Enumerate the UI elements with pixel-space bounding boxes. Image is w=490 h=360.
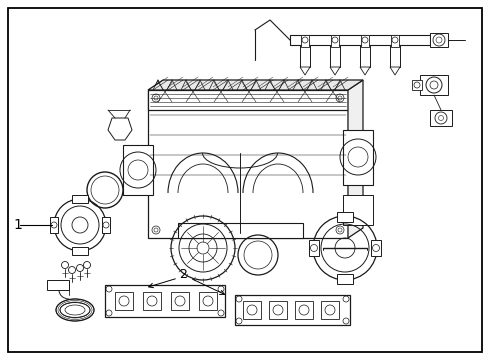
Bar	[50, 217, 58, 233]
Polygon shape	[223, 80, 233, 90]
Bar	[371, 240, 381, 256]
Bar	[360, 45, 370, 67]
Polygon shape	[181, 80, 191, 90]
Text: 1: 1	[13, 218, 22, 232]
Bar	[199, 292, 217, 310]
Polygon shape	[348, 80, 363, 238]
Polygon shape	[321, 80, 331, 90]
Bar	[148, 90, 348, 110]
Bar	[115, 292, 133, 310]
Bar	[72, 247, 88, 255]
Bar	[361, 35, 369, 47]
Bar	[295, 301, 313, 319]
Bar	[391, 35, 399, 47]
Bar	[269, 301, 287, 319]
Polygon shape	[148, 80, 363, 90]
Polygon shape	[335, 80, 345, 90]
Bar	[300, 45, 310, 67]
Bar	[143, 292, 161, 310]
Bar	[235, 295, 350, 325]
Bar	[309, 240, 319, 256]
Bar	[123, 145, 153, 195]
Bar	[343, 130, 373, 185]
Polygon shape	[265, 80, 275, 90]
Polygon shape	[360, 67, 370, 75]
Bar	[72, 195, 88, 203]
Bar	[390, 45, 400, 67]
Polygon shape	[293, 80, 303, 90]
Bar	[343, 195, 373, 225]
Polygon shape	[108, 118, 132, 140]
Bar	[420, 75, 448, 95]
Text: 2: 2	[179, 269, 187, 282]
Bar	[171, 292, 189, 310]
Bar	[330, 45, 340, 67]
Polygon shape	[279, 80, 289, 90]
Bar	[243, 301, 261, 319]
Polygon shape	[390, 67, 400, 75]
Bar	[331, 35, 339, 47]
Bar	[148, 90, 348, 238]
Bar	[301, 35, 309, 47]
Polygon shape	[153, 80, 163, 90]
Bar	[412, 80, 422, 90]
Bar	[430, 33, 448, 47]
Bar	[178, 223, 303, 238]
Bar	[47, 280, 69, 290]
Polygon shape	[195, 80, 205, 90]
Polygon shape	[307, 80, 317, 90]
Bar	[290, 35, 430, 45]
Bar	[337, 274, 353, 284]
Bar	[337, 212, 353, 222]
Polygon shape	[300, 67, 310, 75]
Polygon shape	[237, 80, 247, 90]
Polygon shape	[167, 80, 177, 90]
Polygon shape	[251, 80, 261, 90]
Polygon shape	[330, 67, 340, 75]
Bar	[102, 217, 110, 233]
Bar	[321, 301, 339, 319]
Bar	[430, 110, 452, 126]
Polygon shape	[209, 80, 219, 90]
Bar	[105, 285, 225, 317]
